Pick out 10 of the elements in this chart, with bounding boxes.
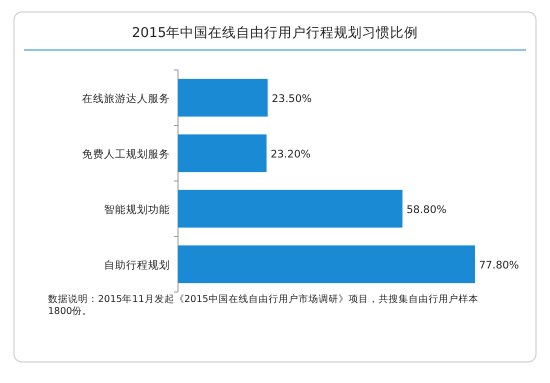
y-tick-label: 免费人工规划服务 <box>82 147 170 160</box>
y-tick-label: 自助行程规划 <box>104 258 170 272</box>
data-label: 23.50% <box>272 92 312 105</box>
y-tick-label: 在线旅游达人服务 <box>82 92 170 105</box>
data-label: 23.20% <box>270 148 311 160</box>
y-tick-label: 智能规划功能 <box>104 202 170 216</box>
data-label: 77.80% <box>479 259 520 272</box>
text: 数据说明：2015年11月发起《2015中国在线自由行用户市场调研》项目，共搜集自由行用户样本1800份。 <box>48 294 480 318</box>
title: 2015年中国在线自由行用户行程规划习惯比例 <box>132 25 418 41</box>
data-label: 58.80% <box>406 204 447 216</box>
